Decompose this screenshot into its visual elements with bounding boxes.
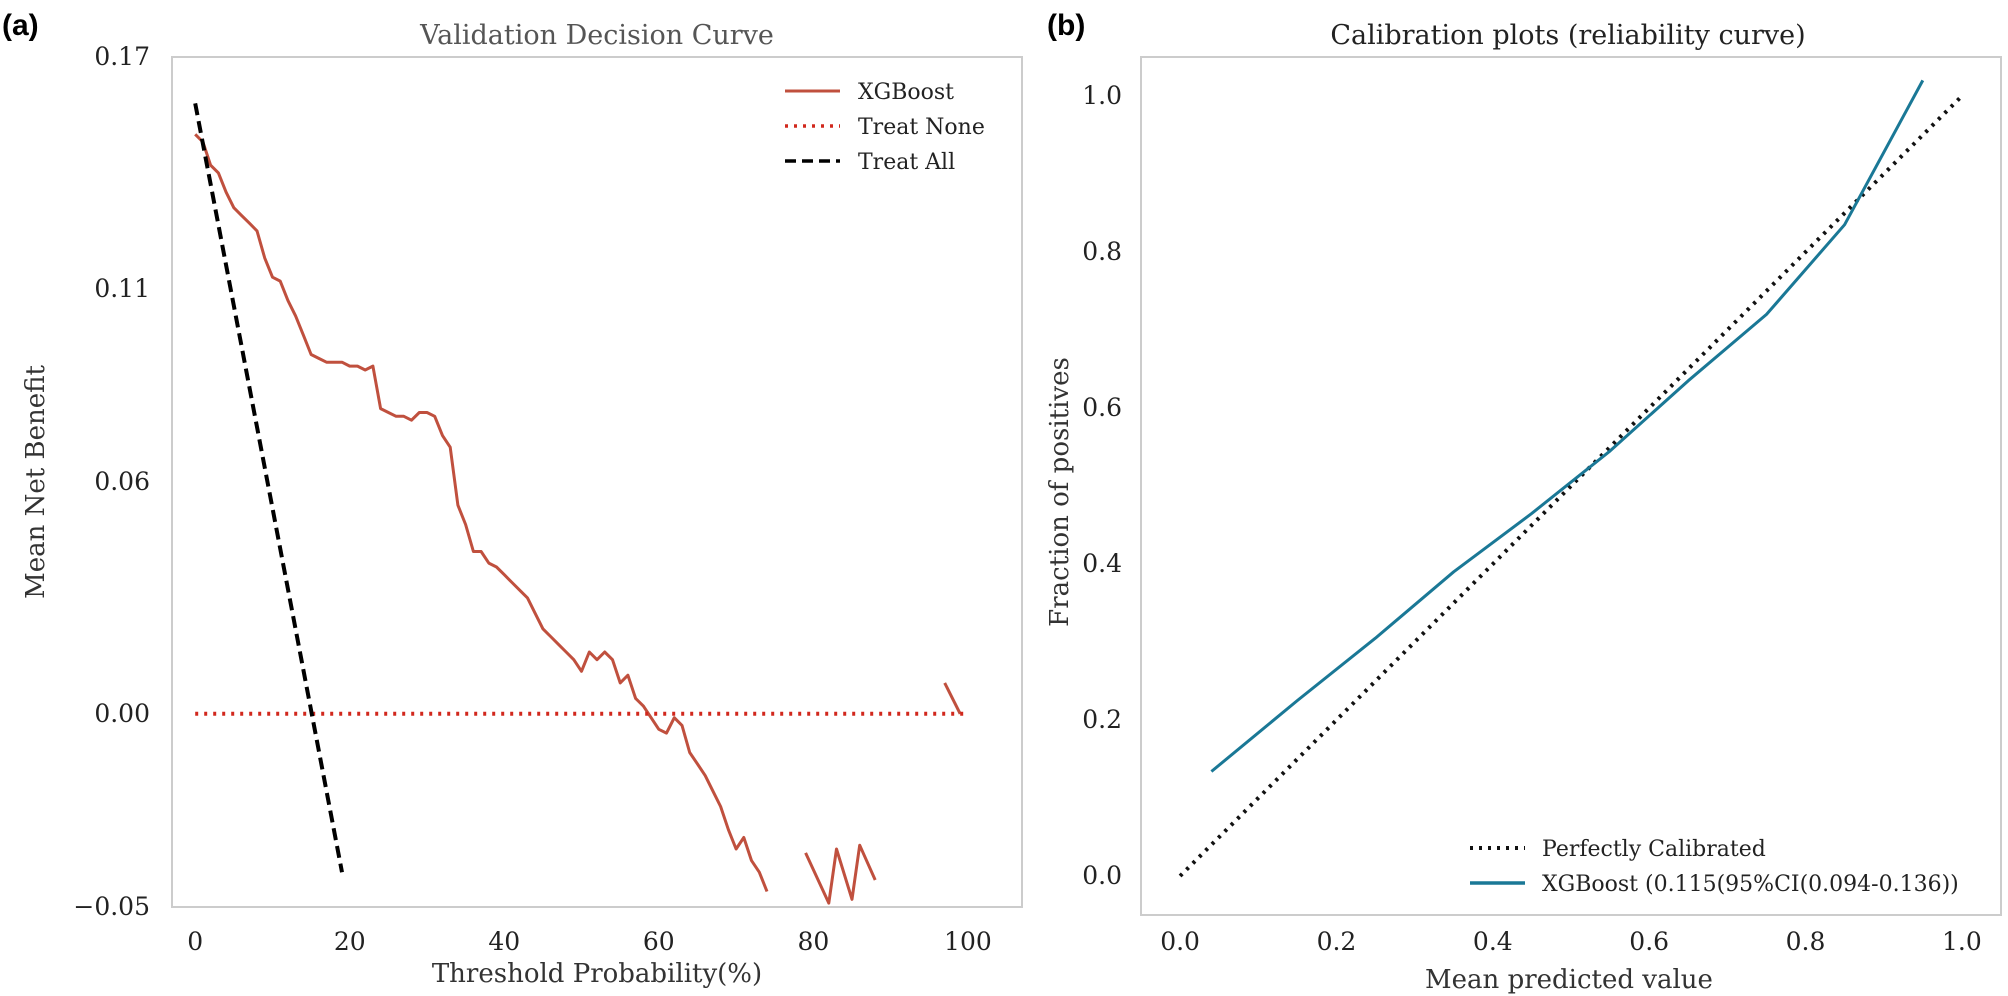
panel-b-label: (b) — [1047, 9, 1085, 42]
panel-b-xtick-label: 0.4 — [1473, 927, 1513, 956]
panel-a-xlabel: Threshold Probability(%) — [432, 959, 762, 989]
panel-a-decision-curve: (a) Validation Decision Curve Threshold … — [2, 9, 1023, 989]
panel-b-xtick-label: 1.0 — [1942, 927, 1982, 956]
panel-a-xtick-label: 80 — [797, 927, 829, 956]
panel-b-xtick-label: 0.8 — [1786, 927, 1826, 956]
legend-label-xgboost-calibration: XGBoost (0.115(95%CI(0.094-0.136)) — [1542, 872, 1959, 897]
panel-a-xtick-label: 100 — [944, 927, 992, 956]
panel-a-x-tick-labels: 0 20 40 60 80 100 — [187, 927, 992, 956]
panel-b-ytick-label: 0.8 — [1082, 237, 1122, 266]
panel-b-calibration: (b) Calibration plots (reliability curve… — [1045, 9, 2002, 995]
series-line-xgboost — [943, 682, 962, 715]
panel-b-ytick-label: 0.4 — [1082, 549, 1122, 578]
panel-a-xtick-label: 20 — [334, 927, 366, 956]
legend-label-xgboost: XGBoost — [858, 80, 954, 105]
panel-b-y-tick-labels: 0.0 0.2 0.4 0.6 0.8 1.0 — [1082, 81, 1122, 890]
panel-b-series-lines — [1178, 79, 1964, 878]
legend-label-perfectly-calibrated: Perfectly Calibrated — [1542, 837, 1766, 862]
legend-label-treat-none: Treat None — [858, 115, 985, 140]
panel-b-legend: Perfectly Calibrated XGBoost (0.115(95%C… — [1470, 837, 1959, 897]
panel-a-plot-area — [171, 56, 1023, 908]
panel-b-xlabel: Mean predicted value — [1425, 965, 1713, 995]
panel-a-ytick-label: 0.06 — [94, 467, 150, 496]
panel-a-xtick-label: 0 — [187, 927, 203, 956]
series-line-xgboost — [804, 843, 877, 905]
series-line-xgboost-0-115-95-ci-0-094-0-136 — [1210, 79, 1925, 773]
panel-a-xtick-label: 40 — [488, 927, 520, 956]
panel-a-ylabel: Mean Net Benefit — [21, 365, 51, 599]
panel-a-ytick-label: 0.11 — [94, 274, 150, 303]
panel-b-x-tick-labels: 0.0 0.2 0.4 0.6 0.8 1.0 — [1160, 927, 1982, 956]
panel-b-title: Calibration plots (reliability curve) — [1330, 20, 1805, 51]
panel-a-label: (a) — [2, 9, 39, 42]
panel-a-ytick-label: 0.00 — [94, 699, 150, 728]
panel-b-xtick-label: 0.2 — [1317, 927, 1357, 956]
panel-a-y-tick-labels: −0.05 0.00 0.06 0.11 0.17 — [73, 42, 150, 921]
panel-b-ytick-label: 0.6 — [1082, 393, 1122, 422]
panel-b-xtick-label: 0.6 — [1629, 927, 1669, 956]
panel-a-series-lines — [193, 103, 968, 905]
panel-b-ytick-label: 0.2 — [1082, 705, 1122, 734]
panel-a-title: Validation Decision Curve — [419, 20, 774, 51]
panel-b-ytick-label: 1.0 — [1082, 81, 1122, 110]
series-line-perfectly-calibrated — [1178, 94, 1964, 878]
series-line-xgboost — [194, 133, 769, 893]
panel-a-ytick-label: −0.05 — [73, 892, 150, 921]
panel-b-ytick-label: 0.0 — [1082, 861, 1122, 890]
panel-a-xtick-label: 60 — [643, 927, 675, 956]
panel-b-xtick-label: 0.0 — [1160, 927, 1200, 956]
series-line-treat-all — [193, 103, 344, 873]
panel-b-ylabel: Fraction of positives — [1045, 357, 1075, 627]
panel-a-ytick-label: 0.17 — [94, 42, 150, 71]
legend-label-treat-all: Treat All — [858, 150, 955, 175]
panel-a-legend: XGBoost Treat None Treat All — [785, 80, 985, 175]
